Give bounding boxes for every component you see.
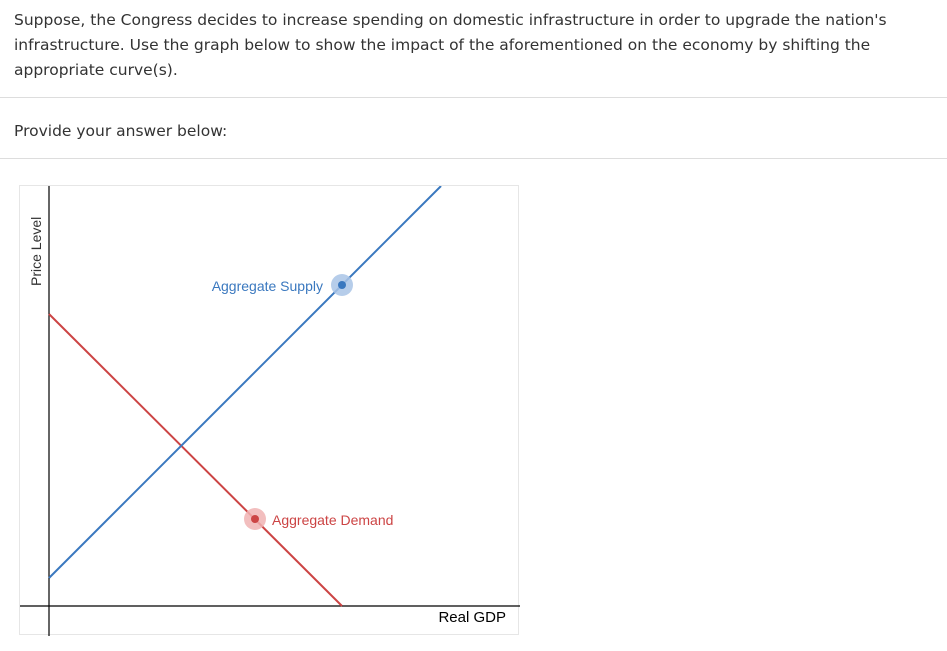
x-axis-label: Real GDP bbox=[438, 609, 506, 626]
aggregate-demand-handle[interactable] bbox=[251, 515, 259, 523]
graph-svg[interactable]: Price Level Real GDP Aggregate Supply Ag… bbox=[20, 185, 520, 636]
graph-canvas[interactable]: Price Level Real GDP Aggregate Supply Ag… bbox=[19, 185, 520, 636]
y-axis-label: Price Level bbox=[28, 217, 44, 286]
aggregate-supply-curve[interactable] bbox=[48, 185, 442, 579]
aggregate-demand-label: Aggregate Demand bbox=[272, 512, 393, 528]
question-text: Suppose, the Congress decides to increas… bbox=[14, 11, 887, 79]
aggregate-supply-label: Aggregate Supply bbox=[212, 278, 323, 294]
aggregate-demand-curve[interactable] bbox=[48, 313, 343, 607]
divider-bottom bbox=[0, 158, 947, 159]
answer-prompt: Provide your answer below: bbox=[14, 122, 228, 140]
aggregate-supply-handle[interactable] bbox=[338, 281, 346, 289]
divider-top bbox=[0, 97, 947, 98]
